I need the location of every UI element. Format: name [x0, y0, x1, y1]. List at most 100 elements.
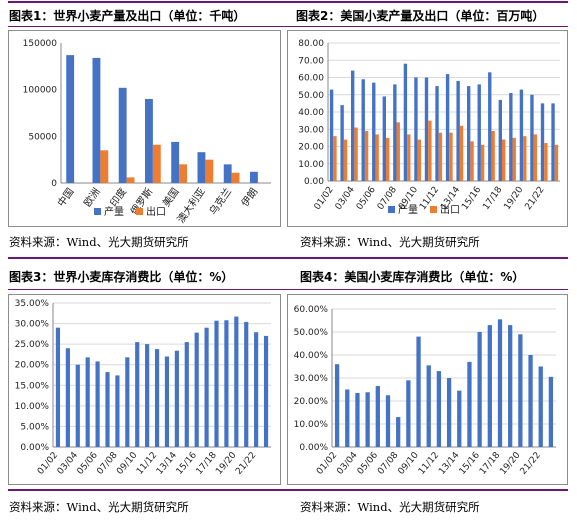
bar-value	[487, 325, 492, 447]
bar-出口	[205, 159, 214, 183]
chart-4-svg: 0.00% 10.00% 20.00% 30.00% 40.00% 50.00% 60.00…	[294, 305, 556, 477]
legend-label: 产量	[398, 203, 418, 216]
bar-出口	[179, 164, 187, 183]
bar-value	[75, 364, 80, 447]
bar-产量	[424, 77, 429, 181]
chart-2-svg: 0.00 10.00 20.00 30.00 40.00 50.00 60.00 70.00 8…	[298, 39, 560, 216]
bar-出口	[480, 144, 485, 181]
bar-value	[416, 336, 421, 447]
bar-value	[508, 325, 513, 447]
legend-swatch	[388, 206, 395, 213]
bar-value	[426, 365, 431, 447]
bar-value	[548, 376, 554, 447]
x-tick-label: 15/16	[175, 450, 200, 477]
bar-出口	[407, 134, 411, 181]
bar-value	[406, 380, 411, 447]
x-tick-label: 印度	[107, 185, 129, 209]
bar-出口	[512, 137, 516, 181]
x-tick-label: 13/14	[155, 450, 180, 477]
bar-value	[244, 321, 249, 447]
chart-3-source: 资料来源：Wind、光大期货研究所	[9, 500, 189, 514]
x-tick-label: 21/22	[519, 451, 543, 477]
x-tick-label: 01/02	[313, 185, 336, 212]
bar-value	[538, 366, 543, 447]
x-tick-label: 13/14	[437, 450, 462, 477]
x-tick-label: 中国	[54, 185, 76, 209]
x-tick-label: 欧洲	[82, 186, 103, 209]
bar-产量	[92, 57, 101, 183]
y-tick-label: 50.00%	[294, 328, 329, 338]
bar-value	[263, 335, 269, 447]
bar-产量	[551, 103, 555, 181]
chart-3-panel: 0.00% 5.00% 10.00% 15.00% 20.00% 25.00% 30.00%…	[8, 294, 281, 485]
y-tick-label: 5.00%	[20, 422, 49, 432]
y-tick-label: 70.00	[298, 56, 324, 66]
legend-label: 出口	[440, 203, 460, 216]
bar-value	[95, 361, 100, 447]
bar-出口	[386, 137, 390, 181]
x-tick-label: 17/18	[478, 450, 503, 477]
bar-value	[224, 320, 229, 447]
chart-3-svg: 0.00% 5.00% 10.00% 15.00% 20.00% 25.00% 30.00%…	[15, 299, 271, 477]
y-tick-label: 60.00	[298, 74, 324, 84]
y-tick-label: 35.00%	[15, 299, 50, 309]
bar-出口	[428, 120, 432, 181]
bar-value	[194, 332, 199, 447]
bar-产量	[414, 77, 418, 181]
x-tick-label: 05/06	[356, 450, 381, 477]
legend-swatch	[136, 208, 143, 215]
bar-出口	[438, 132, 443, 181]
caption-rule-bottom	[8, 289, 568, 290]
y-tick-label: 20.00	[298, 143, 324, 153]
bar-产量	[382, 96, 386, 181]
bar-产量	[197, 152, 206, 183]
bar-出口	[491, 130, 495, 181]
bar-value	[518, 334, 523, 447]
bar-value	[55, 327, 61, 447]
x-tick-label: 01/02	[36, 451, 60, 477]
bar-产量	[350, 70, 355, 181]
bar-产量	[118, 87, 127, 183]
bar-出口	[343, 139, 348, 181]
bar-出口	[502, 139, 506, 181]
bar-value	[467, 361, 472, 447]
bar-产量	[519, 89, 524, 181]
bar-出口	[449, 132, 453, 181]
bar-产量	[435, 86, 439, 181]
bar-value	[214, 320, 219, 447]
bar-产量	[66, 55, 75, 183]
y-tick-label: 0.00%	[299, 443, 328, 453]
y-tick-label: 20.00%	[294, 397, 329, 407]
bar-value	[154, 349, 160, 447]
x-tick-label: 11/12	[418, 185, 441, 212]
chart-2-source: 资料来源：Wind、光大期货研究所	[300, 235, 480, 249]
y-tick-label: 30.00%	[15, 320, 50, 330]
x-tick-label: 伊朗	[239, 186, 260, 209]
x-tick-label: 19/20	[214, 450, 239, 477]
bar-出口	[152, 144, 161, 183]
bar-value	[115, 375, 120, 447]
bar-出口	[417, 139, 422, 181]
y-tick-label: 20.00%	[15, 361, 50, 371]
chart-1-caption: 图表1：世界小麦产量及出口（单位：千吨）	[9, 9, 246, 23]
bar-产量	[456, 80, 460, 181]
legend-swatch	[94, 208, 101, 215]
bar-value	[145, 344, 150, 447]
bar-value	[446, 378, 452, 447]
legend-label: 出口	[146, 205, 166, 218]
bar-产量	[509, 93, 513, 181]
x-tick-label: 07/08	[95, 450, 120, 477]
bar-value	[204, 327, 209, 447]
bar-value	[254, 332, 259, 447]
y-tick-label: 40.00	[298, 108, 324, 118]
bar-出口	[100, 150, 109, 183]
bar-产量	[171, 141, 180, 183]
chart-1-source: 资料来源：Wind、光大期货研究所	[9, 235, 189, 249]
bar-产量	[250, 171, 258, 183]
bar-value	[385, 395, 391, 447]
bar-产量	[530, 94, 534, 181]
x-tick-label: 15/16	[458, 450, 483, 477]
y-tick-label: 80.00	[298, 39, 324, 49]
x-tick-label: 01/02	[315, 451, 339, 477]
